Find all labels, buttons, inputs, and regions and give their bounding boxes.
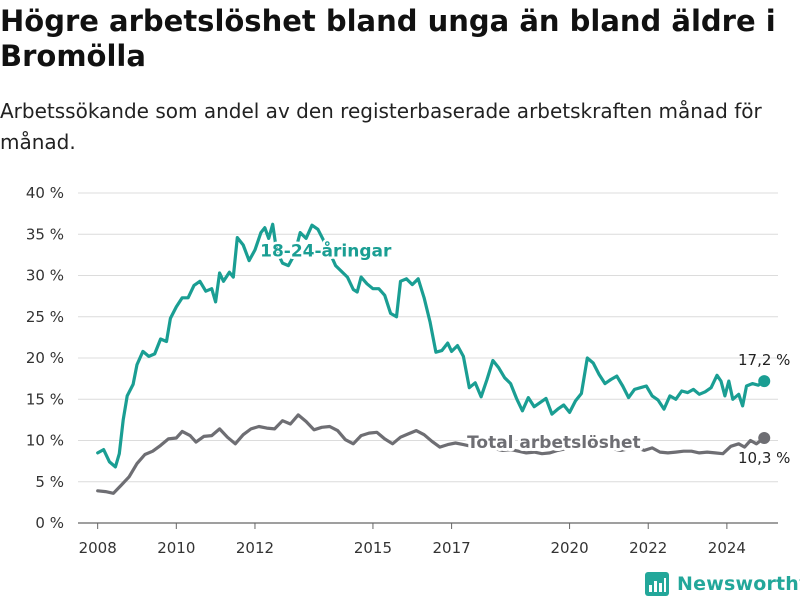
gridlines <box>78 192 778 524</box>
x-tick-label: 2012 <box>236 539 274 557</box>
series-labels: 18-24-åringar Total arbetslöshet 17,2 % 10,… <box>258 237 791 467</box>
series-line-total <box>96 413 766 495</box>
x-tick-label: 2020 <box>550 539 588 557</box>
y-tick-label: 5 % <box>35 473 64 491</box>
y-tick-label: 25 % <box>26 308 64 326</box>
x-tick-label: 2015 <box>354 539 392 557</box>
series-line-youth <box>96 222 766 469</box>
series-label-total: Total arbetslöshet <box>467 433 641 453</box>
newsworthy-logo: Newsworthy <box>645 570 800 598</box>
end-point-total <box>758 432 771 445</box>
chart-title: Högre arbetslöshet bland unga än bland ä… <box>0 4 776 73</box>
end-value-label-total: 10,3 % <box>738 449 790 467</box>
x-axis: 2008 2010 2012 2015 2017 2020 2022 2024 <box>79 523 746 557</box>
bar-chart-logo-icon <box>645 572 669 596</box>
x-tick-label: 2008 <box>79 539 117 557</box>
x-tick-label: 2022 <box>629 539 667 557</box>
y-tick-label: 35 % <box>26 225 64 243</box>
x-tick-label: 2010 <box>157 539 195 557</box>
series-lines <box>96 222 771 495</box>
chart-subtitle: Arbetssökande som andel av den registerb… <box>0 99 762 154</box>
y-tick-label: 30 % <box>26 267 64 285</box>
end-point-youth <box>758 375 771 388</box>
x-tick-label: 2017 <box>433 539 471 557</box>
y-tick-label: 0 % <box>35 514 64 532</box>
brand-name: Newsworthy <box>677 573 800 595</box>
x-tick-label: 2024 <box>708 539 746 557</box>
y-axis-ticks: 0 % 5 % 10 % 15 % 20 % 25 % 30 % 35 % 40 % <box>26 184 64 532</box>
y-tick-label: 40 % <box>26 184 64 202</box>
series-label-youth: 18-24-åringar <box>260 240 392 262</box>
y-tick-label: 20 % <box>26 349 64 367</box>
y-tick-label: 15 % <box>26 390 64 408</box>
y-tick-label: 10 % <box>26 432 64 450</box>
end-value-label-youth: 17,2 % <box>738 351 790 369</box>
